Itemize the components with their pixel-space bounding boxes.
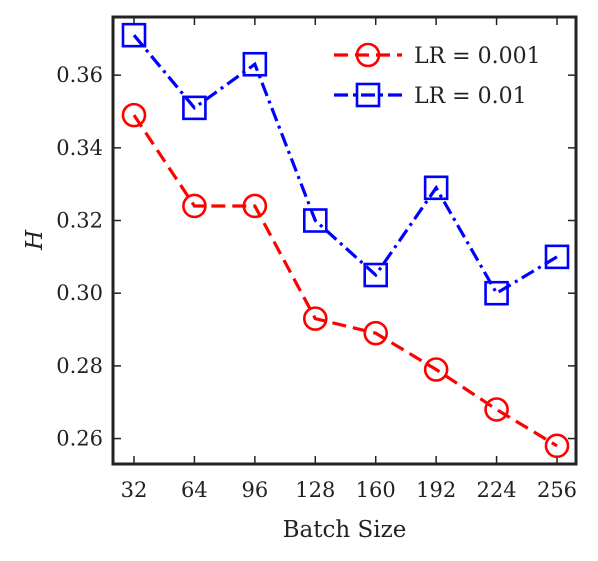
- legend: LR = 0.001 LR = 0.01: [334, 42, 541, 109]
- data-point: [423, 175, 449, 201]
- data-point: [182, 95, 207, 121]
- y-tick-label: 0.26: [56, 427, 103, 451]
- x-tick-label: 256: [537, 478, 577, 502]
- series-line: [132, 34, 558, 296]
- data-point: [182, 193, 207, 219]
- y-tick-label: 0.36: [56, 63, 103, 87]
- legend-marker: [355, 82, 381, 108]
- y-tick-label: 0.28: [56, 354, 103, 378]
- data-point: [121, 102, 147, 128]
- data-point: [121, 22, 147, 48]
- x-tick-label: 96: [241, 478, 268, 502]
- data-point: [484, 280, 509, 306]
- data-point: [302, 306, 328, 331]
- legend-label: LR = 0.001: [414, 44, 541, 69]
- x-tick-label: 64: [181, 478, 208, 502]
- x-tick-label: 192: [416, 478, 456, 502]
- x-axis-label: Batch Size: [283, 517, 407, 543]
- data-point: [242, 51, 268, 77]
- y-tick-label: 0.34: [56, 136, 103, 160]
- legend-marker: [355, 42, 381, 68]
- data-point: [363, 320, 389, 346]
- data-point: [242, 193, 268, 219]
- series-2: [121, 22, 570, 306]
- series-line: [132, 114, 558, 448]
- data-point: [544, 244, 570, 270]
- data-point: [363, 262, 389, 288]
- legend-entry: LR = 0.01: [334, 82, 527, 109]
- series-1: [121, 102, 570, 459]
- data-point: [302, 208, 328, 233]
- data-point: [423, 357, 449, 382]
- legend-label: LR = 0.01: [414, 84, 527, 109]
- data-point: [484, 397, 509, 422]
- legend-entry: LR = 0.001: [334, 42, 541, 69]
- plot-frame: [111, 15, 578, 466]
- x-tick-label: 224: [477, 478, 517, 502]
- x-tick-label: 128: [295, 478, 335, 502]
- data-point: [544, 433, 570, 459]
- x-tick-label: 160: [356, 478, 396, 502]
- x-tick-label: 32: [121, 478, 148, 502]
- y-tick-label: 0.32: [56, 209, 103, 233]
- y-axis-label: H: [22, 229, 48, 251]
- y-tick-label: 0.30: [56, 281, 103, 305]
